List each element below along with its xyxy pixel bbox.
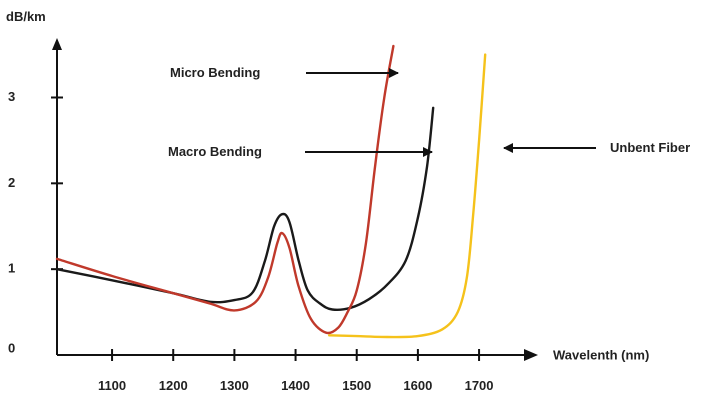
y-tick-label: 2 xyxy=(8,175,15,190)
annotation-unbent-fiber: Unbent Fiber xyxy=(610,140,690,155)
tick-group: 1100 1200 1300 1400 1500 1600 1700 0 1 2 3 xyxy=(8,89,494,393)
y-tick-label: 0 xyxy=(8,340,15,355)
annotation-macro-bending: Macro Bending xyxy=(168,144,262,159)
annotation-micro-bending: Micro Bending xyxy=(170,65,260,80)
x-tick-label: 1600 xyxy=(403,378,432,393)
y-axis-label: dB/km xyxy=(6,9,46,24)
x-axis-arrow-icon xyxy=(524,349,538,361)
x-tick-label: 1300 xyxy=(220,378,249,393)
x-tick-label: 1700 xyxy=(465,378,494,393)
series-group xyxy=(55,44,487,339)
x-tick-label: 1500 xyxy=(342,378,371,393)
series-line-unbent-fiber xyxy=(328,53,487,339)
x-tick-label: 1100 xyxy=(98,378,126,393)
x-axis-label: Wavelenth (nm) xyxy=(553,347,649,362)
y-tick-label: 1 xyxy=(8,261,15,276)
x-tick-label: 1400 xyxy=(281,378,310,393)
x-tick-label: 1200 xyxy=(159,378,188,393)
y-tick-label: 3 xyxy=(8,89,15,104)
y-axis-arrow-icon xyxy=(52,38,62,50)
series-line-micro-bending xyxy=(55,44,395,335)
series-line-macro-bending xyxy=(55,106,435,311)
